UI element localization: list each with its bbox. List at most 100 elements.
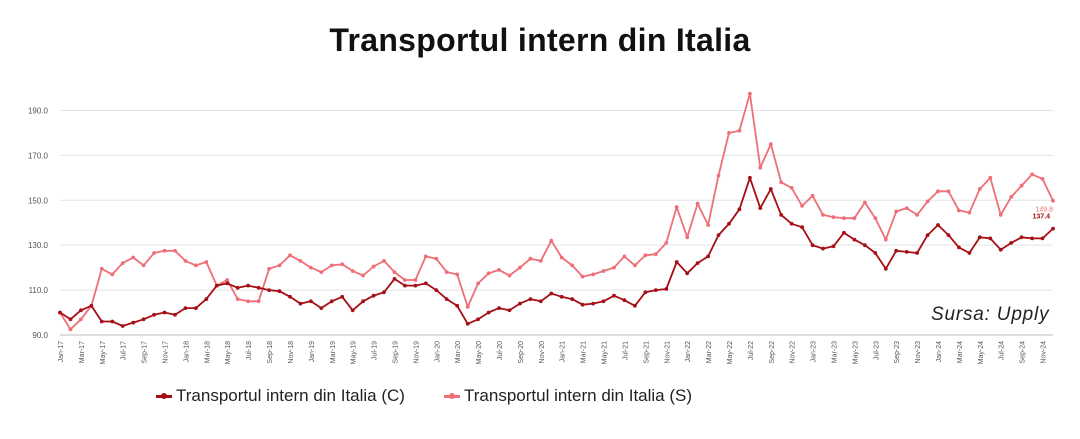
data-point-c — [1019, 235, 1024, 240]
data-point-c — [977, 235, 982, 240]
x-tick-label: Mar-22 — [706, 341, 713, 363]
data-point-s — [977, 187, 982, 191]
data-point-s — [413, 278, 418, 282]
data-point-c — [403, 283, 407, 288]
data-point-s — [946, 189, 951, 194]
data-point-c — [821, 246, 825, 251]
data-point-c — [434, 288, 439, 292]
data-point-c — [883, 266, 888, 271]
legend-label-s: Transportul intern din Italia (S) — [464, 386, 693, 405]
x-tick-label: Sep-17 — [142, 341, 149, 364]
data-point-s — [915, 213, 919, 217]
data-point-s — [779, 180, 784, 185]
data-point-s — [538, 259, 543, 263]
data-point-s — [904, 206, 909, 211]
end-label-s: 149.8 — [1035, 207, 1053, 214]
x-tick-label: May-17 — [100, 341, 107, 364]
x-tick-label: Mar-24 — [957, 341, 964, 363]
data-point-c — [800, 225, 804, 230]
data-point-c — [423, 281, 428, 286]
data-point-s — [392, 270, 397, 274]
data-point-s — [967, 210, 972, 215]
data-point-s — [319, 270, 324, 274]
x-tick-label: Sep-22 — [769, 341, 776, 364]
data-point-s — [507, 273, 512, 278]
x-tick-label: Mar-21 — [581, 341, 588, 363]
data-point-s — [173, 248, 177, 253]
data-point-c — [476, 317, 480, 322]
x-tick-label: Mar-17 — [79, 341, 86, 363]
data-point-s — [633, 263, 637, 268]
data-point-s — [612, 265, 616, 270]
data-point-c — [653, 288, 658, 292]
data-point-s — [936, 189, 940, 194]
data-point-s — [476, 281, 480, 286]
x-tick-label: May-20 — [476, 341, 483, 364]
legend-swatch-c — [156, 392, 172, 399]
data-point-c — [810, 243, 815, 248]
legend-item-c[interactable]: Transportul intern din Italia (C) — [156, 384, 405, 408]
data-point-s — [549, 238, 554, 243]
data-point-c — [852, 237, 857, 242]
x-tick-label: Sep-19 — [392, 341, 399, 364]
data-point-s — [622, 254, 627, 259]
x-tick-label: Sep-21 — [643, 341, 650, 364]
data-point-s — [204, 260, 209, 264]
x-tick-label: Nov-19 — [413, 341, 420, 364]
data-point-s — [706, 223, 710, 227]
data-point-s — [591, 272, 595, 277]
data-point-c — [936, 223, 940, 227]
data-point-c — [789, 221, 794, 226]
data-point-s — [309, 265, 313, 270]
data-point-c — [246, 283, 251, 288]
data-point-s — [225, 278, 230, 282]
data-point-s — [110, 272, 115, 277]
data-point-c — [110, 319, 115, 324]
data-point-s — [559, 255, 564, 260]
data-point-c — [392, 277, 397, 281]
data-point-c — [758, 206, 763, 211]
x-tick-label: Nov-21 — [664, 341, 671, 364]
data-point-s — [423, 254, 428, 259]
x-tick-label: Mar-19 — [330, 341, 337, 363]
data-point-s — [162, 248, 167, 253]
x-tick-label: Jan-21 — [560, 341, 567, 363]
data-point-c — [497, 306, 501, 310]
data-point-c — [465, 321, 470, 326]
data-point-s — [800, 204, 804, 208]
data-point-s — [444, 270, 449, 274]
data-point-s — [758, 165, 763, 170]
data-point-c — [967, 251, 972, 255]
x-tick-label: Sep-20 — [518, 341, 525, 364]
data-point-c — [580, 302, 585, 307]
data-point-c — [444, 297, 449, 301]
data-point-s — [664, 241, 669, 245]
data-point-s — [486, 271, 491, 276]
x-tick-label: May-18 — [225, 341, 232, 364]
data-point-c — [131, 320, 136, 325]
data-point-c — [361, 299, 365, 304]
x-tick-label: Jul-20 — [497, 341, 504, 360]
x-tick-label: Nov-23 — [915, 341, 922, 364]
data-point-c — [214, 283, 219, 288]
data-point-c — [894, 248, 899, 253]
x-tick-label: Nov-24 — [1041, 341, 1048, 364]
legend-item-s[interactable]: Transportul intern din Italia (S) — [444, 384, 692, 408]
data-point-c — [1009, 241, 1014, 245]
data-point-c — [455, 303, 460, 308]
data-point-s — [79, 317, 83, 322]
data-point-s — [810, 193, 815, 198]
data-point-c — [988, 236, 993, 241]
x-tick-label: Sep-24 — [1020, 341, 1027, 364]
data-point-s — [1009, 195, 1014, 199]
data-point-c — [58, 310, 62, 315]
data-point-s — [1030, 172, 1034, 177]
data-point-c — [643, 290, 648, 295]
data-point-c — [298, 301, 303, 306]
data-point-c — [319, 306, 324, 310]
data-point-s — [120, 261, 125, 265]
x-tick-label: Jan-22 — [685, 341, 692, 363]
data-point-c — [622, 298, 627, 303]
data-point-s — [434, 256, 439, 261]
data-point-s — [580, 274, 585, 279]
